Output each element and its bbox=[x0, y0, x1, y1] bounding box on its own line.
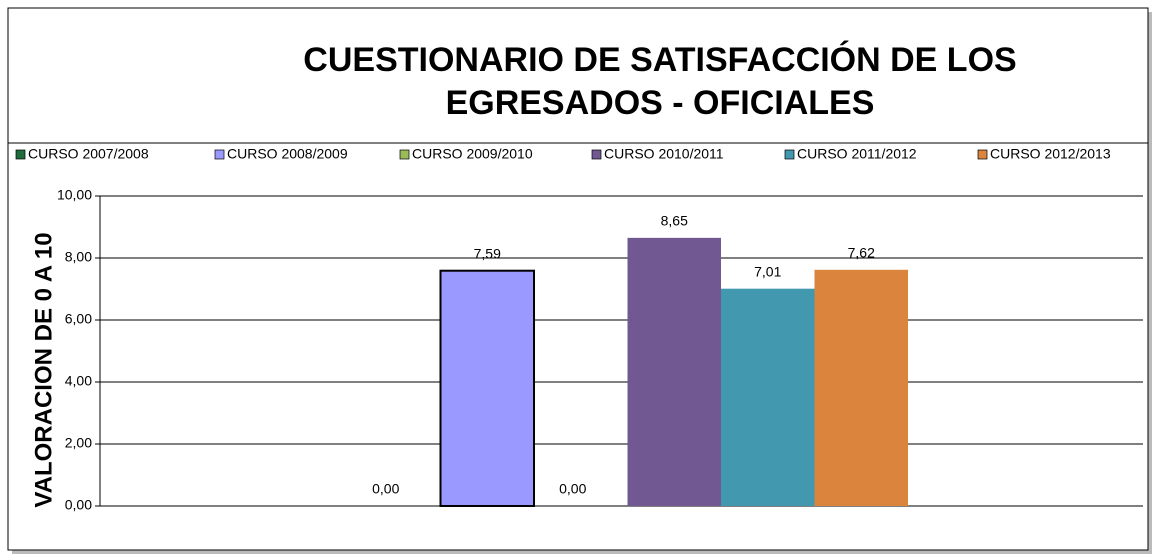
data-label: 7,59 bbox=[474, 245, 501, 261]
y-tick-label: 6,00 bbox=[65, 311, 92, 327]
frame bbox=[7, 7, 1149, 551]
chart-title: CUESTIONARIO DE SATISFACCIÓN DE LOS bbox=[303, 41, 1016, 79]
legend-swatch bbox=[214, 149, 225, 160]
chart-title: EGRESADOS - OFICIALES bbox=[446, 84, 875, 122]
legend-label: CURSO 2012/2013 bbox=[990, 146, 1111, 162]
legend-swatch bbox=[784, 149, 795, 160]
legend-label: CURSO 2011/2012 bbox=[797, 146, 917, 162]
legend-label: CURSO 2009/2010 bbox=[412, 146, 533, 162]
bar bbox=[814, 269, 908, 506]
legend-label: CURSO 2007/2008 bbox=[28, 146, 149, 162]
legend-swatch bbox=[399, 149, 410, 160]
y-tick-label: 10,00 bbox=[57, 187, 92, 203]
y-axis-title: VALORACION DE 0 A 10 bbox=[30, 232, 57, 507]
y-tick-label: 0,00 bbox=[65, 497, 92, 513]
y-tick-label: 4,00 bbox=[65, 373, 92, 389]
legend-label: CURSO 2008/2009 bbox=[227, 146, 348, 162]
data-label: 0,00 bbox=[559, 481, 586, 497]
bar bbox=[439, 269, 535, 507]
bar bbox=[627, 237, 721, 506]
y-tick-label: 8,00 bbox=[65, 249, 92, 265]
legend-swatch bbox=[591, 149, 602, 160]
legend-swatch bbox=[15, 149, 26, 160]
y-tick-label: 2,00 bbox=[65, 435, 92, 451]
legend-label: CURSO 2010/2011 bbox=[604, 146, 724, 162]
data-label: 0,00 bbox=[372, 481, 399, 497]
data-label: 8,65 bbox=[661, 213, 688, 229]
legend-swatch bbox=[977, 149, 988, 160]
bar bbox=[721, 288, 815, 506]
data-label: 7,01 bbox=[754, 263, 781, 279]
data-label: 7,62 bbox=[848, 244, 875, 260]
